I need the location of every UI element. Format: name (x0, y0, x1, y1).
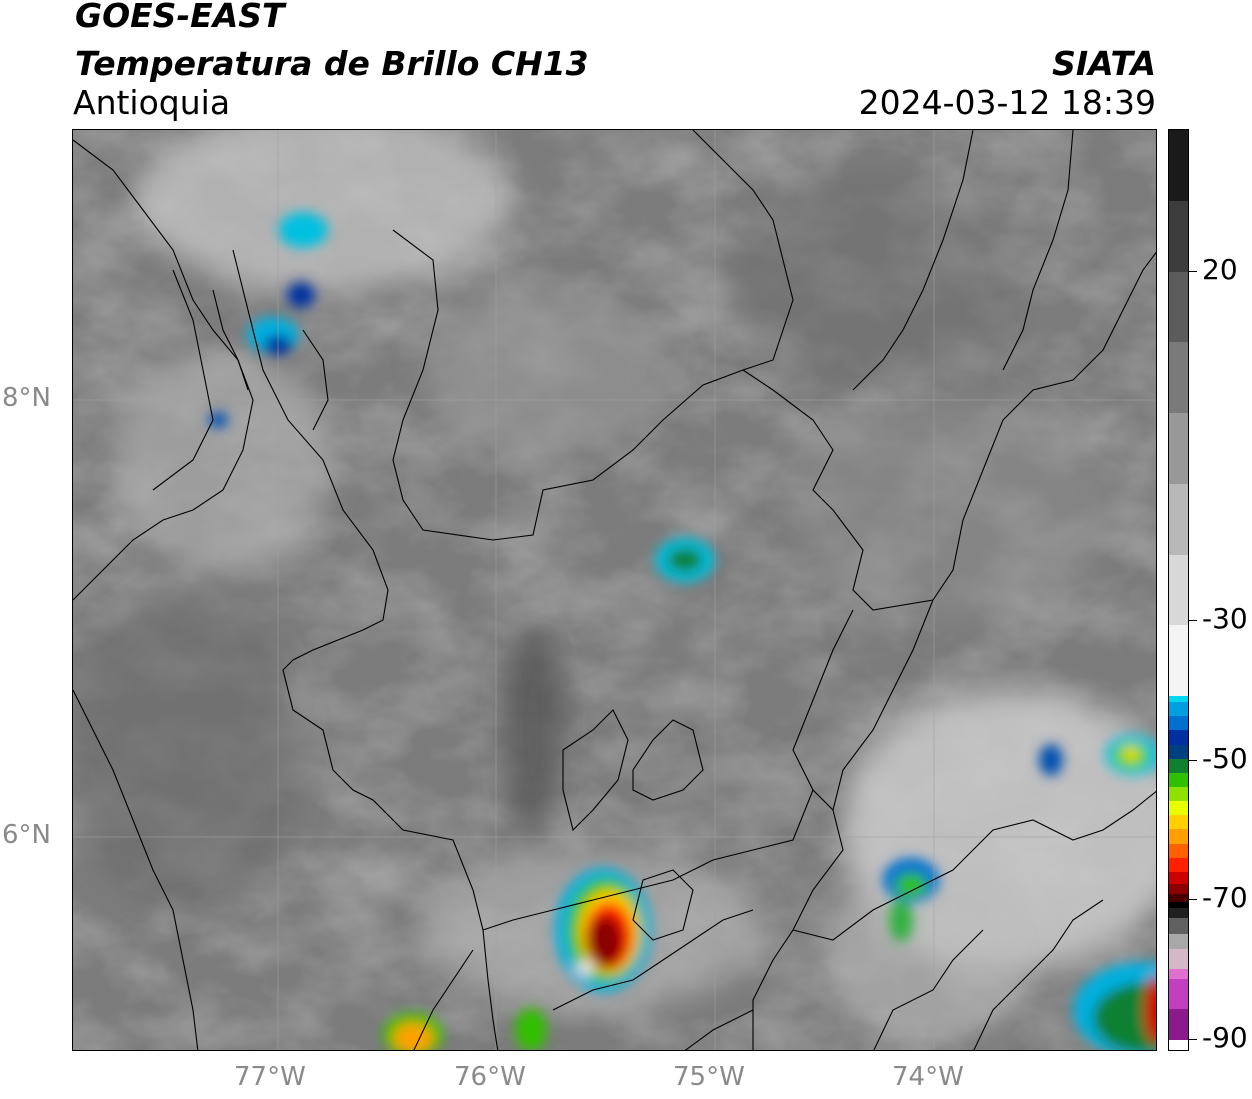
colorbar-tick (1189, 760, 1197, 761)
satellite-map (72, 129, 1157, 1051)
colorbar-segment (1169, 413, 1188, 484)
colorbar-segment (1169, 1039, 1188, 1050)
x-tick-label: 76°W (454, 1062, 526, 1092)
colorbar-segment (1169, 772, 1188, 788)
x-tick-label: 74°W (892, 1062, 964, 1092)
colorbar-segment (1169, 342, 1188, 414)
colorbar-label: -70 (1202, 881, 1248, 914)
colorbar-segment (1169, 483, 1188, 555)
colorbar-label: -90 (1202, 1021, 1248, 1054)
colorbar-segment (1169, 787, 1188, 802)
colorbar-segment (1169, 902, 1188, 909)
colorbar-label: -50 (1202, 742, 1248, 775)
y-tick-label: 6°N (2, 820, 51, 850)
colorbar-segment (1169, 758, 1188, 773)
colorbar-segment (1169, 625, 1188, 697)
convective-cells (208, 212, 1156, 1050)
x-tick-label: 77°W (234, 1062, 306, 1092)
colorbar-segment (1169, 744, 1188, 759)
colorbar-segment (1169, 968, 1188, 979)
colorbar-segment (1169, 948, 1188, 969)
colorbar-segment (1169, 815, 1188, 830)
colorbar-segment (1169, 829, 1188, 844)
timestamp-label: 2024-03-12 18:39 (858, 83, 1156, 122)
colorbar-tick (1189, 271, 1197, 272)
colorbar-segment (1169, 696, 1188, 703)
brightness-temperature-field (73, 130, 1156, 1050)
region-label: Antioquia (73, 83, 231, 122)
graticule (73, 130, 1156, 1050)
colorbar-segment (1169, 857, 1188, 872)
political-boundaries (73, 130, 1156, 1050)
colorbar-segment (1169, 554, 1188, 626)
colorbar-segment (1169, 843, 1188, 858)
colorbar-label: -30 (1202, 602, 1248, 635)
product-title: Temperatura de Brillo CH13 (75, 44, 589, 83)
colorbar-segment (1169, 871, 1188, 884)
colorbar-segment (1169, 933, 1188, 949)
colorbar-segment (1169, 918, 1188, 934)
colorbar-segment (1169, 908, 1188, 919)
organization-label: SIATA (1052, 44, 1156, 83)
colorbar-segment (1169, 1009, 1188, 1040)
x-tick-label: 75°W (673, 1062, 745, 1092)
colorbar-tick (1189, 620, 1197, 621)
colorbar-segment (1169, 884, 1188, 895)
chart-title: GOES-EAST (75, 0, 285, 35)
colorbar-segment (1169, 271, 1188, 343)
colorbar-segment (1169, 702, 1188, 717)
colorbar-segment (1169, 894, 1188, 903)
colorbar-segment (1169, 716, 1188, 731)
colorbar-label: 20 (1202, 253, 1238, 286)
colorbar-tick (1189, 1039, 1197, 1040)
colorbar-segment (1169, 130, 1188, 201)
colorbar-segment (1169, 979, 1188, 1010)
colorbar-segment (1169, 200, 1188, 272)
temperature-colorbar (1168, 129, 1189, 1051)
colorbar-tick (1189, 899, 1197, 900)
colorbar-segment (1169, 730, 1188, 745)
y-tick-label: 8°N (2, 383, 51, 413)
colorbar-segment (1169, 801, 1188, 816)
